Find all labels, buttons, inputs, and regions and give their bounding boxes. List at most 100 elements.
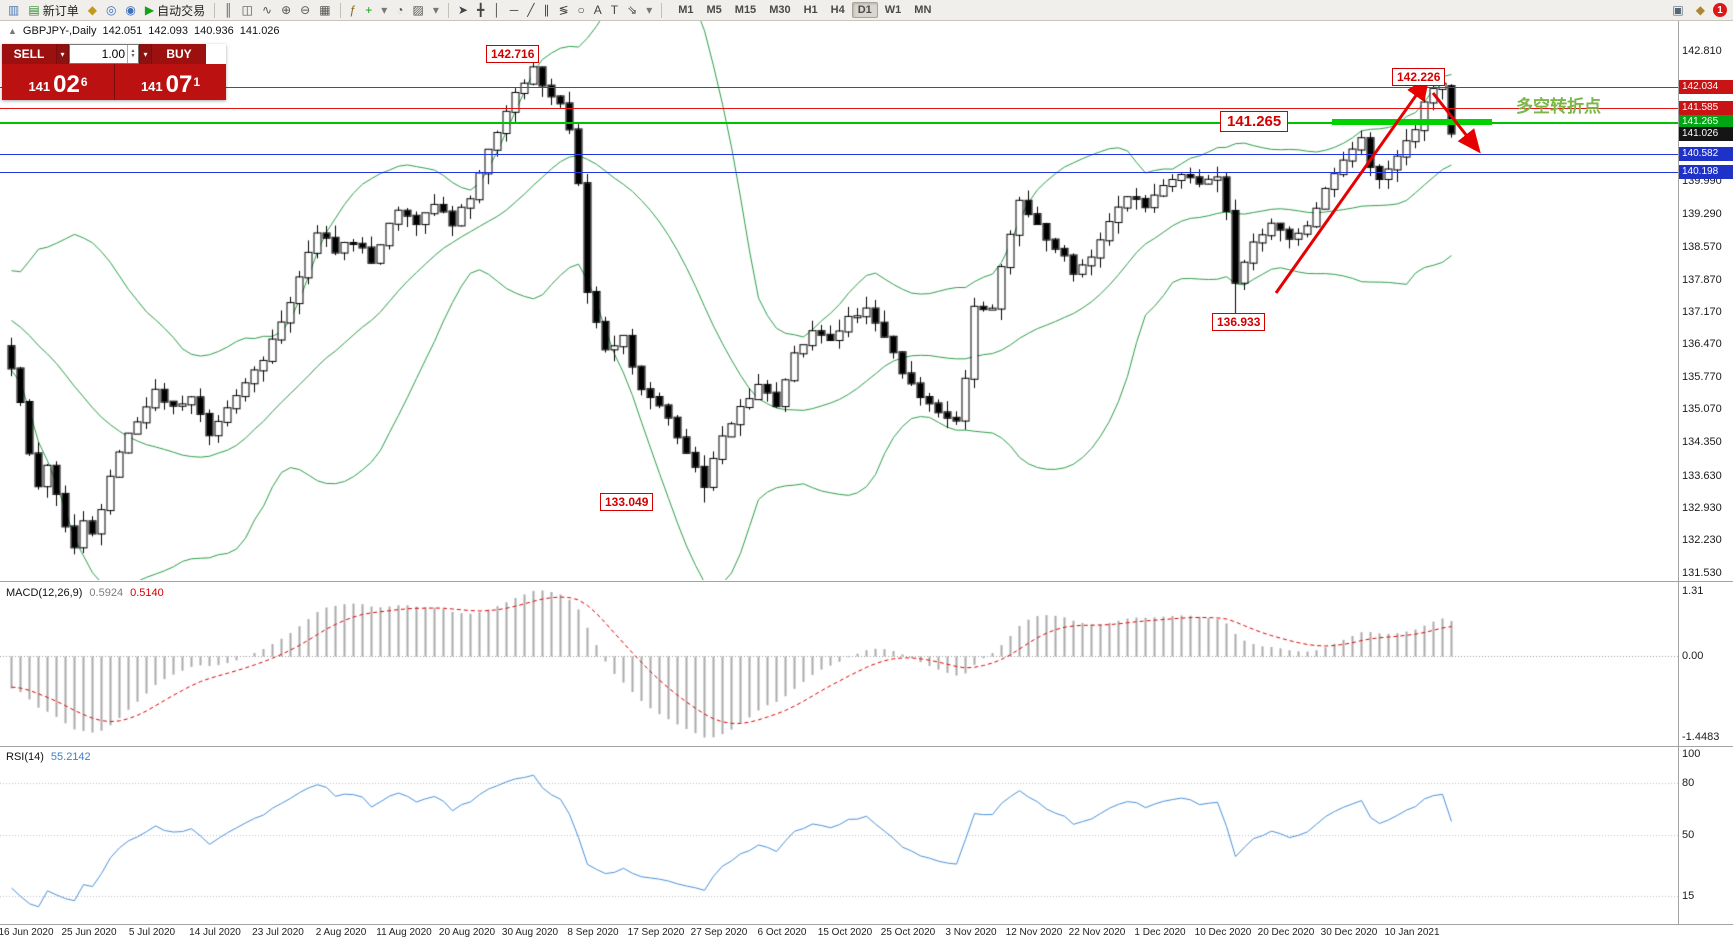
chart-window-icon[interactable]: ▥	[4, 2, 23, 19]
price-annotation[interactable]: 136.933	[1212, 312, 1266, 331]
chart-note-text[interactable]: 多空转折点	[1516, 97, 1601, 116]
timeframe-mn[interactable]: MN	[914, 4, 932, 16]
timeframe-h4[interactable]: H4	[830, 4, 845, 16]
price-axis-label: 131.530	[1682, 566, 1722, 579]
sell-button[interactable]: SELL	[2, 44, 56, 64]
sell-price-big: 141	[28, 79, 51, 94]
bar-chart-icon[interactable]: ║	[220, 2, 237, 19]
horizontal-line[interactable]	[0, 107, 1678, 109]
text-icon[interactable]: A	[590, 2, 606, 19]
horizontal-line[interactable]	[1332, 119, 1492, 126]
price-tag: 140.198	[1679, 164, 1733, 179]
one-click-trading-panel: SELL ▾ 1.00 ▲ ▼ ▾ BUY 141 02 6 141 07 1	[2, 44, 226, 100]
price-annotation[interactable]: 142.226	[1392, 68, 1446, 87]
price-annotation[interactable]: 141.265	[1220, 111, 1289, 133]
pane-separator-macd[interactable]	[0, 581, 1733, 582]
vertical-line-icon[interactable]: │	[489, 2, 505, 19]
buy-dropdown-icon[interactable]: ▾	[139, 44, 152, 64]
templates-icon[interactable]: ▨	[409, 2, 428, 19]
navigator-icon[interactable]: ◉	[121, 2, 139, 19]
arrows-dropdown-icon[interactable]: ▾	[642, 2, 656, 19]
volume-spinner[interactable]: ▲ ▼	[127, 45, 138, 63]
pane-separator-rsi[interactable]	[0, 746, 1733, 747]
timeframe-m5[interactable]: M5	[706, 4, 722, 16]
horizontal-line[interactable]	[0, 154, 1678, 156]
timeframe-d1[interactable]: D1	[851, 2, 878, 18]
templates-icon: ▨	[412, 3, 424, 17]
timeframe-m1[interactable]: M1	[678, 4, 694, 16]
timeframe-h1[interactable]: H1	[803, 4, 818, 16]
chart-profile-icon: ▣	[1672, 3, 1684, 17]
shapes-icon[interactable]: ○	[574, 2, 589, 19]
text-icon: A	[593, 3, 602, 17]
indicators-list-icon[interactable]: ƒ	[346, 2, 361, 19]
one-click-toggle-icon[interactable]: ▲	[8, 26, 17, 36]
channel-icon[interactable]: ∥	[539, 2, 553, 19]
price-scale-divider[interactable]	[1678, 21, 1679, 924]
buy-price-button[interactable]: 141 07 1	[114, 64, 226, 100]
chart-profile-icon[interactable]: ▣	[1668, 2, 1687, 19]
indicator-axis-label: 80	[1682, 776, 1695, 789]
price-tag: 140.582	[1679, 147, 1733, 162]
macd-name: MACD(12,26,9)	[6, 587, 83, 599]
arrows-tool-icon: ⇘	[627, 3, 638, 17]
horizontal-line-icon[interactable]: ─	[506, 2, 523, 19]
time-axis-label: 20 Dec 2020	[1257, 927, 1315, 938]
ohlc-close: 141.026	[239, 25, 280, 37]
new-order-button[interactable]: ▤ 新订单	[24, 2, 82, 19]
toolbar-separator	[214, 2, 216, 18]
tile-windows-icon[interactable]: ▦	[315, 2, 334, 19]
period-icon[interactable]: ◔	[392, 2, 407, 19]
autotrading-button[interactable]: ▶ 自动交易	[141, 2, 209, 19]
price-annotation[interactable]: 142.716	[486, 45, 540, 64]
fibonacci-icon[interactable]: ≶	[554, 2, 572, 19]
price-axis-label: 134.350	[1682, 436, 1722, 449]
line-chart-icon[interactable]: ∿	[258, 2, 276, 19]
one-click-prices: 141 02 6 141 07 1	[2, 64, 226, 100]
time-axis-separator	[0, 924, 1733, 925]
buy-price-point: 1	[193, 75, 201, 89]
trendline-icon[interactable]: ╱	[523, 2, 538, 19]
toolbar: ▥ ▤ 新订单 ◆ ◎ ◉ ▶ 自动交易 ║ ◫ ∿ ⊕ ⊖ ▦ ƒ + ▾ ◔ ▨ ▾ ➤ ╋ │ ─ ╱ ∥ ≶ ○ A T ⇘ ▾ M1…	[0, 0, 1733, 21]
ohlc-low: 140.936	[194, 25, 234, 37]
indicator-dropdown-icon[interactable]: ▾	[377, 2, 391, 19]
timeframe-m15[interactable]: M15	[734, 4, 757, 16]
arrows-tool-icon[interactable]: ⇘	[623, 2, 641, 19]
buy-button[interactable]: BUY	[152, 44, 206, 64]
price-axis-label: 135.070	[1682, 403, 1722, 416]
template-dropdown-icon[interactable]: ▾	[429, 2, 443, 19]
crosshair-icon[interactable]: ╋	[473, 2, 488, 19]
notification-badge[interactable]: 1	[1713, 3, 1727, 17]
horizontal-line[interactable]	[0, 122, 1678, 125]
spinner-up-icon[interactable]: ▲	[130, 48, 136, 54]
candlestick-chart-icon[interactable]: ◫	[238, 2, 257, 19]
spinner-down-icon[interactable]: ▼	[130, 53, 136, 59]
buy-price-pips: 07	[165, 71, 193, 98]
market-watch-icon[interactable]: ◎	[102, 2, 120, 19]
alerts-icon: ◆	[1695, 3, 1705, 17]
alerts-icon[interactable]: ◆	[1692, 2, 1709, 19]
sell-price-button[interactable]: 141 02 6	[2, 64, 114, 100]
time-axis-label: 3 Nov 2020	[945, 927, 997, 938]
zoom-out-icon[interactable]: ⊖	[296, 2, 314, 19]
cursor-icon[interactable]: ➤	[454, 2, 472, 19]
price-axis-label: 137.870	[1682, 273, 1722, 286]
price-axis-label: 142.810	[1682, 45, 1722, 57]
zoom-in-icon[interactable]: ⊕	[277, 2, 295, 19]
add-indicator-icon[interactable]: +	[361, 2, 376, 19]
volume-input[interactable]: 1.00 ▲ ▼	[69, 44, 139, 64]
metaeditor-icon: ◆	[87, 3, 97, 17]
label-icon[interactable]: T	[607, 2, 622, 19]
timeframe-m30[interactable]: M30	[769, 4, 791, 16]
crosshair-icon: ╋	[476, 3, 485, 17]
metaeditor-icon[interactable]: ◆	[84, 2, 101, 19]
sell-dropdown-icon[interactable]: ▾	[56, 44, 69, 64]
horizontal-line[interactable]	[0, 86, 1678, 88]
sell-price-pips: 02	[53, 71, 80, 98]
time-axis-label: 17 Sep 2020	[627, 927, 685, 938]
timeframe-w1[interactable]: W1	[884, 4, 902, 16]
horizontal-line[interactable]	[0, 171, 1678, 173]
price-annotation[interactable]: 133.049	[600, 492, 654, 511]
